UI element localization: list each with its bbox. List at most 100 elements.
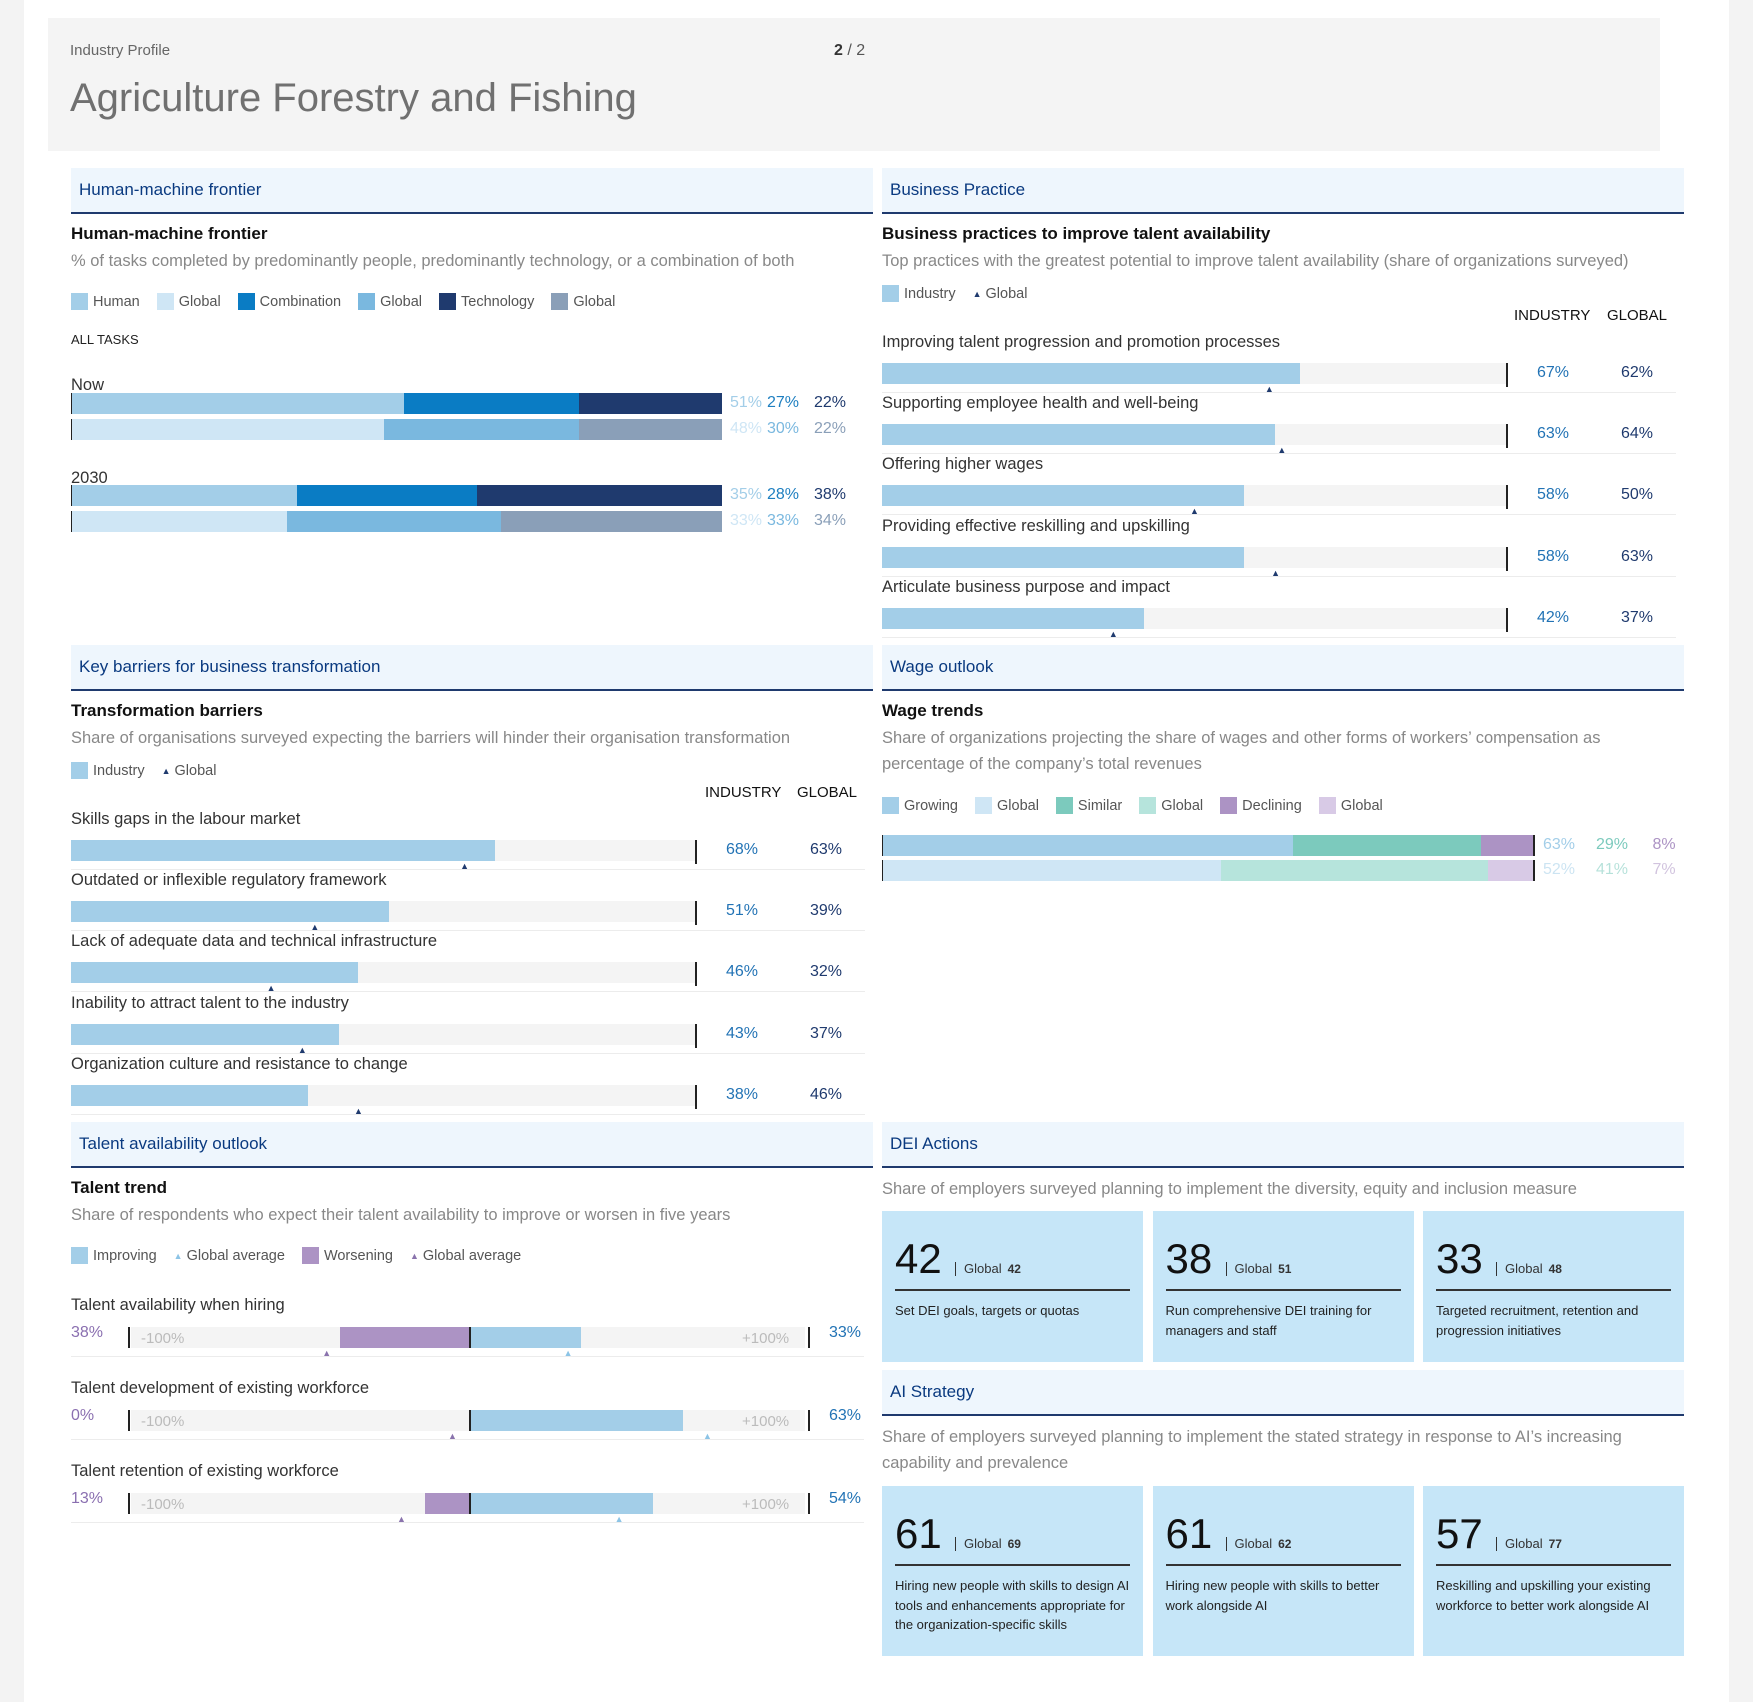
tao-improving-bar bbox=[469, 1493, 653, 1514]
legend-growing: Growing bbox=[882, 797, 958, 814]
kb-global-value: 37% bbox=[809, 1024, 843, 1042]
section-header-dei: DEI Actions bbox=[882, 1122, 1684, 1168]
ai-card-rule bbox=[1436, 1564, 1671, 1566]
legend-swatch bbox=[551, 293, 569, 310]
dei-card-rule bbox=[1436, 1289, 1671, 1291]
bp-global-marker: ▲ bbox=[1190, 506, 1199, 517]
bp-industry-value: 63% bbox=[1536, 425, 1570, 443]
section-header-hmf: Human-machine frontier bbox=[71, 168, 873, 214]
dei-card-global: Global 51 bbox=[1225, 1262, 1291, 1276]
kb-global-value: 46% bbox=[809, 1085, 843, 1103]
wage-industry-value: 63% bbox=[1542, 836, 1576, 853]
hmf-industry-bar-segment bbox=[297, 485, 478, 506]
kb-col-industry: INDUSTRY bbox=[705, 784, 782, 801]
bp-bar-fill bbox=[882, 485, 1244, 507]
triangle-icon: ▲ bbox=[972, 288, 982, 299]
wage-title: Wage trends bbox=[882, 701, 984, 720]
legend-improving-global: ▲ Global average bbox=[174, 1248, 285, 1264]
global-value: 69 bbox=[1007, 1537, 1021, 1551]
bp-bar-track bbox=[882, 546, 1506, 568]
kb-row-label: Organization culture and resistance to c… bbox=[71, 1054, 408, 1073]
wage-industry-bar-segment bbox=[1292, 835, 1481, 856]
tao-improving-value: 33% bbox=[829, 1324, 862, 1341]
tao-axis-max: +100% bbox=[742, 1330, 790, 1347]
legend-swatch bbox=[882, 285, 899, 302]
kb-row-separator bbox=[71, 1052, 865, 1054]
section-header-kb: Key barriers for business transformation bbox=[71, 645, 873, 691]
dei-card-text: Targeted recruitment, retention and prog… bbox=[1436, 1303, 1639, 1338]
hmf-global-bar-segment bbox=[72, 419, 384, 440]
kb-bar-fill bbox=[71, 840, 496, 861]
kb-bar-end-tick bbox=[695, 901, 697, 926]
tao-row-label: Talent development of existing workforce bbox=[71, 1379, 370, 1397]
kb-col-global: GLOBAL bbox=[797, 784, 858, 801]
kb-industry-value: 51% bbox=[725, 902, 759, 920]
bp-bar-fill bbox=[882, 424, 1276, 446]
tao-axis-max: +100% bbox=[742, 1496, 790, 1513]
tao-improving-bar bbox=[469, 1327, 582, 1348]
legend-improving: Improving bbox=[71, 1247, 157, 1264]
kb-bar-fill bbox=[71, 1023, 340, 1045]
tao-global-worsening-marker: ▲ bbox=[448, 1431, 457, 1441]
hmf-global-value: 34% bbox=[813, 512, 847, 529]
kb-bar-end-tick bbox=[695, 840, 697, 864]
kb-bar-end-tick bbox=[695, 962, 697, 987]
bp-global-value: 64% bbox=[1620, 425, 1654, 443]
tao-row-separator bbox=[71, 1522, 864, 1523]
kb-bar-fill bbox=[71, 901, 390, 923]
hmf-global-bar-segment bbox=[72, 511, 287, 532]
tao-center-tick bbox=[469, 1493, 471, 1514]
dei-card: 38 Global 51 Run comprehensive DEI training… bbox=[1152, 1211, 1414, 1362]
tao-global-worsening-marker: ▲ bbox=[322, 1348, 332, 1358]
hmf-legend: Human Global Combination Global Technolo… bbox=[71, 293, 632, 310]
page-total: 2 bbox=[856, 42, 866, 59]
legend-label: Worsening bbox=[323, 1247, 393, 1264]
page-sep: / bbox=[847, 42, 852, 59]
ai-card-global: Global 62 bbox=[1225, 1537, 1292, 1551]
wage-industry-bar-segment bbox=[883, 835, 1293, 856]
bp-bar-track bbox=[882, 424, 1506, 446]
triangle-icon: ▲ bbox=[173, 1250, 183, 1261]
kb-global-marker: ▲ bbox=[266, 983, 276, 994]
tao-right-tick bbox=[808, 1493, 810, 1514]
legend-swatch bbox=[1318, 797, 1336, 814]
tao-axis-min: -100% bbox=[141, 1413, 185, 1430]
dei-card-value: 42 bbox=[895, 1235, 942, 1282]
hmf-industry-value: 51% bbox=[729, 394, 763, 411]
kb-industry-value: 38% bbox=[725, 1085, 759, 1103]
kb-desc: Share of organisations surveyed expectin… bbox=[71, 729, 791, 747]
bp-bar-end-tick bbox=[1506, 485, 1508, 510]
hmf-industry-bar-segment bbox=[477, 485, 722, 506]
section-header-tao: Talent availability outlook bbox=[71, 1122, 873, 1168]
ai-card: 57 Global 77 Reskilling and upskilling your… bbox=[1423, 1486, 1684, 1656]
section-header-ai: AI Strategy bbox=[882, 1370, 1684, 1416]
legend-label: Global bbox=[985, 285, 1028, 302]
hmf-global-value: 33% bbox=[766, 512, 800, 529]
header-kicker: Industry Profile bbox=[70, 42, 171, 59]
hmf-title: Human-machine frontier bbox=[71, 224, 268, 243]
kb-row-label: Skills gaps in the labour market bbox=[71, 810, 301, 828]
tao-global-improving-marker: ▲ bbox=[563, 1348, 573, 1358]
global-word: Global bbox=[1505, 1261, 1543, 1276]
global-value: 62 bbox=[1278, 1537, 1292, 1551]
legend-label: Global bbox=[997, 797, 1039, 814]
bp-industry-value: 58% bbox=[1536, 486, 1570, 504]
legend-label: Global bbox=[380, 293, 423, 310]
dei-card-rule bbox=[1165, 1289, 1401, 1291]
global-value: 42 bbox=[1007, 1262, 1021, 1276]
ai-desc: Share of employers surveyed planning to … bbox=[882, 1428, 1622, 1472]
dei-card-text: Set DEI goals, targets or quotas bbox=[895, 1303, 1080, 1318]
kb-global-marker: ▲ bbox=[310, 922, 320, 933]
legend-global: ▲ Global bbox=[162, 763, 217, 779]
hmf-industry-bar-segment bbox=[72, 485, 298, 506]
kb-industry-value: 43% bbox=[725, 1024, 759, 1042]
tao-row-separator bbox=[71, 1439, 864, 1440]
bp-row-label: Providing effective reskilling and upski… bbox=[882, 516, 1190, 535]
legend-swatch bbox=[71, 1247, 88, 1264]
bp-bar-track bbox=[882, 607, 1506, 629]
legend-label: Declining bbox=[1242, 797, 1302, 814]
bp-global-marker: ▲ bbox=[1277, 445, 1287, 456]
tao-left-tick bbox=[128, 1410, 130, 1431]
tao-title: Talent trend bbox=[71, 1178, 168, 1197]
bp-bar-fill bbox=[882, 546, 1244, 568]
